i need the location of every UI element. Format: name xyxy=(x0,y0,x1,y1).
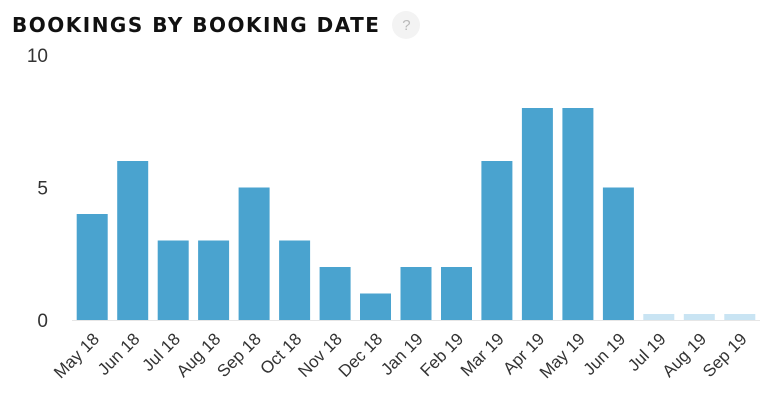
bar-jan-19[interactable] xyxy=(400,267,432,320)
bar-jun-18[interactable] xyxy=(117,161,149,320)
x-tick-label-mar-19: Mar 19 xyxy=(457,329,508,380)
x-tick-label-may-18: May 18 xyxy=(50,329,103,382)
bar-aug-19[interactable] xyxy=(683,314,715,320)
x-tick-label-sep-19: Sep 19 xyxy=(699,329,751,381)
help-glyph: ? xyxy=(402,16,411,34)
x-tick-label-jun-18: Jun 18 xyxy=(94,329,144,379)
y-tick-label-0: 0 xyxy=(37,311,48,332)
chart-header: BOOKINGS BY BOOKING DATE ? xyxy=(12,9,421,41)
bar-sep-18[interactable] xyxy=(238,187,270,321)
x-tick-label-aug-19: Aug 19 xyxy=(659,329,711,381)
x-tick-label-sep-18: Sep 18 xyxy=(213,329,265,381)
bar-may-19[interactable] xyxy=(562,108,594,320)
y-tick-label-10: 10 xyxy=(27,46,48,67)
bar-jul-19[interactable] xyxy=(643,314,675,320)
x-tick-label-nov-18: Nov 18 xyxy=(294,329,346,381)
bar-sep-19[interactable] xyxy=(724,314,756,320)
bar-dec-18[interactable] xyxy=(360,293,391,321)
help-circle-icon[interactable]: ? xyxy=(392,11,421,39)
bars xyxy=(76,108,756,321)
x-tick-label-may-19: May 19 xyxy=(536,329,589,382)
chart-title: BOOKINGS BY BOOKING DATE xyxy=(12,13,381,37)
bar-feb-19[interactable] xyxy=(441,267,472,320)
bar-oct-18[interactable] xyxy=(279,240,311,321)
bar-apr-19[interactable] xyxy=(521,108,553,320)
bar-jun-19[interactable] xyxy=(602,187,634,321)
y-axis: 0 5 10 xyxy=(27,46,48,332)
x-tick-label-aug-18: Aug 18 xyxy=(173,329,225,381)
bar-nov-18[interactable] xyxy=(319,267,351,320)
x-tick-label-dec-18: Dec 18 xyxy=(335,329,387,381)
bar-may-18[interactable] xyxy=(76,214,108,320)
bar-mar-19[interactable] xyxy=(481,161,513,320)
x-tick-label-jan-19: Jan 19 xyxy=(377,329,427,379)
y-tick-label-5: 5 xyxy=(37,179,48,200)
x-tick-label-feb-19: Feb 19 xyxy=(416,329,467,380)
x-tick-label-jun-19: Jun 19 xyxy=(580,329,630,379)
bar-jul-18[interactable] xyxy=(157,240,189,321)
bar-aug-18[interactable] xyxy=(198,240,230,321)
